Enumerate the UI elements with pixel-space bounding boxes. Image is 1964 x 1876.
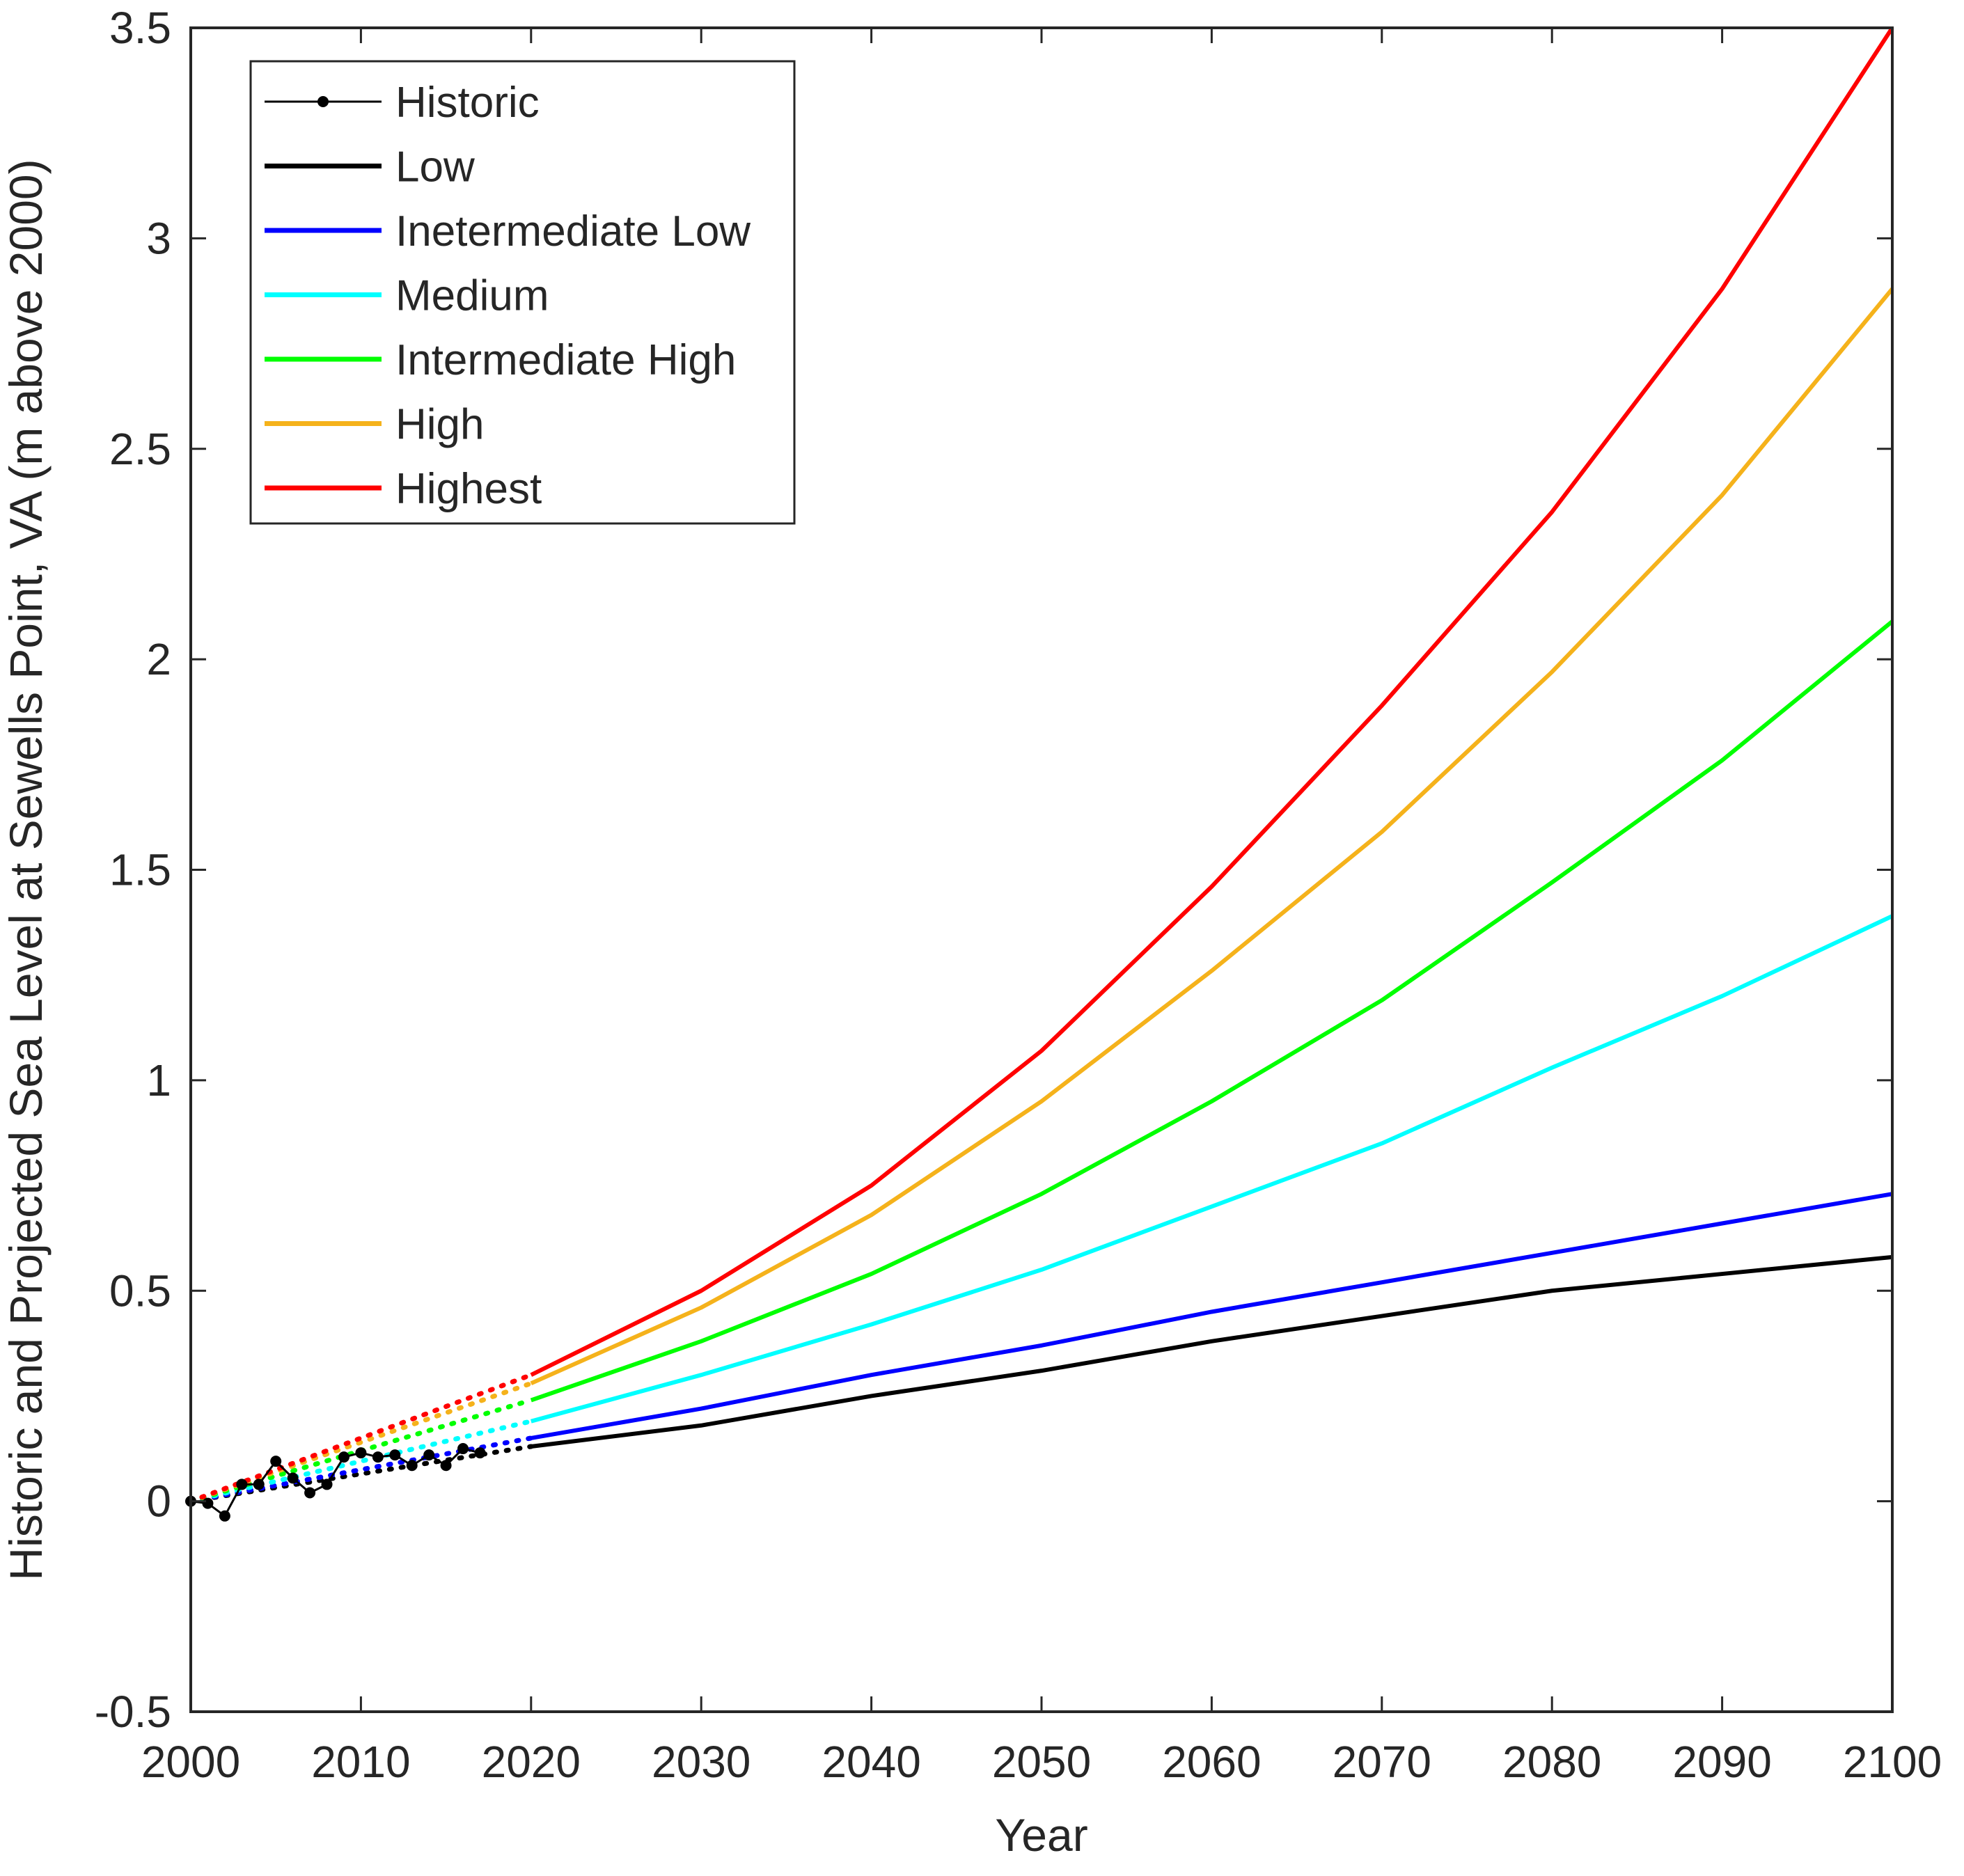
series-line-low	[531, 1254, 1893, 1449]
legend-item: Historic	[265, 79, 540, 127]
historic-point	[423, 1449, 435, 1461]
legend-item: Highest	[265, 465, 542, 513]
x-tick-label: 2060	[1162, 1737, 1261, 1787]
y-tick-label: 1.5	[109, 845, 171, 895]
projection-connector-dotted	[188, 1435, 534, 1504]
historic-point	[321, 1479, 333, 1490]
x-tick-label: 2000	[141, 1737, 240, 1787]
x-axis-title: Year	[995, 1809, 1087, 1861]
y-axis-title: Historic and Projected Sea Level at Sewe…	[0, 159, 52, 1580]
legend-item: Intermediate High	[265, 336, 736, 384]
legend-label: Medium	[395, 272, 549, 320]
historic-point	[474, 1447, 486, 1459]
y-tick-label: -0.5	[95, 1687, 171, 1737]
historic-point	[389, 1449, 401, 1461]
x-tick-label: 2020	[482, 1737, 581, 1787]
historic-point	[406, 1460, 418, 1472]
x-tick-label: 2030	[652, 1737, 751, 1787]
historic-point	[304, 1487, 316, 1499]
x-tick-label: 2050	[992, 1737, 1091, 1787]
legend-label: Historic	[395, 79, 540, 127]
axis-ticks: 2000 2010 2020 2030 2040 2050 2060 2070 2080 2090…	[95, 3, 1942, 1787]
historic-point	[236, 1479, 248, 1490]
x-tick-label: 2040	[822, 1737, 920, 1787]
series-line-high	[530, 287, 1894, 1386]
series-line-medium	[531, 914, 1894, 1424]
y-tick-label: 3	[146, 213, 171, 263]
legend: Historic Low Inetermediate Low Medium Interm…	[249, 60, 796, 525]
legend-label: Intermediate High	[395, 336, 736, 384]
legend-item: Inetermediate Low	[265, 207, 751, 255]
legend-marker	[317, 96, 329, 107]
historic-point	[253, 1479, 265, 1490]
historic-point	[372, 1451, 384, 1463]
legend-item: Low	[265, 143, 475, 191]
x-tick-label: 2090	[1672, 1737, 1771, 1787]
x-tick-label: 2080	[1502, 1737, 1601, 1787]
y-tick-label: 1	[146, 1055, 171, 1105]
historic-point	[440, 1460, 452, 1472]
projection-connector-dotted	[188, 1372, 534, 1504]
series-line-highest	[530, 26, 1894, 1377]
legend-label: Inetermediate Low	[395, 207, 751, 255]
x-tick-label: 2010	[311, 1737, 410, 1787]
historic-point	[219, 1510, 230, 1522]
legend-item: High	[265, 401, 485, 449]
series-line-intermediate-high	[530, 620, 1894, 1403]
y-tick-label: 2	[146, 634, 171, 684]
y-tick-label: 0.5	[109, 1266, 171, 1316]
projection-connector-dotted	[188, 1419, 534, 1504]
historic-point	[270, 1456, 282, 1467]
historic-line	[190, 1447, 480, 1518]
legend-label: Highest	[395, 465, 542, 513]
historic-point	[338, 1451, 349, 1463]
x-tick-label: 2100	[1843, 1737, 1942, 1787]
historic-point	[457, 1443, 469, 1455]
series-line-inetermediate-low	[531, 1192, 1893, 1440]
legend-label: Low	[395, 143, 475, 191]
historic-point	[287, 1472, 299, 1484]
historic-point	[355, 1447, 367, 1459]
plot-marks	[185, 26, 1894, 1522]
historic-point	[202, 1497, 214, 1509]
y-tick-label: 2.5	[109, 424, 171, 474]
x-tick-label: 2070	[1333, 1737, 1431, 1787]
legend-item: Medium	[265, 272, 549, 320]
legend-label: High	[395, 401, 485, 449]
y-tick-label: 0	[146, 1476, 171, 1527]
y-tick-label: 3.5	[109, 3, 171, 53]
